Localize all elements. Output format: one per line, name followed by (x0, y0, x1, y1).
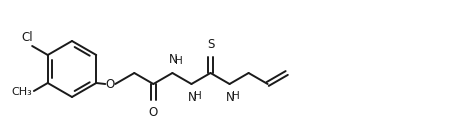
Text: S: S (207, 38, 214, 51)
Text: H: H (175, 56, 182, 66)
Text: N: N (169, 53, 178, 66)
Text: Cl: Cl (22, 31, 33, 44)
Text: H: H (232, 91, 240, 101)
Text: CH₃: CH₃ (11, 87, 32, 97)
Text: N: N (188, 91, 197, 104)
Text: O: O (149, 106, 158, 119)
Text: H: H (194, 91, 201, 101)
Text: N: N (226, 91, 235, 104)
Text: O: O (106, 78, 115, 91)
